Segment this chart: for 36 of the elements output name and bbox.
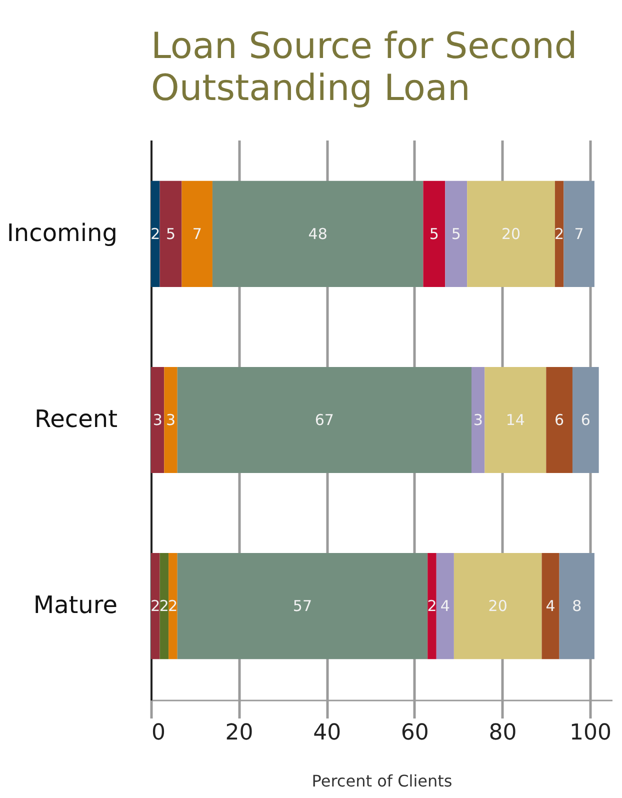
y-tick-label: Recent [34,405,118,433]
data-label: 2 [150,224,160,243]
data-label: 20 [501,224,521,243]
data-label: 6 [580,411,590,429]
y-tick-label: Incoming [6,218,118,247]
x-tick-label: 0 [152,720,166,746]
data-label: 7 [574,224,584,243]
data-label: 2 [427,597,437,616]
data-label: 14 [506,411,525,429]
data-label: 67 [314,411,334,429]
data-label: 3 [166,411,176,429]
data-label: 5 [429,224,439,243]
chart-title: Loan Source for Second Outstanding Loan [151,26,578,109]
x-axis-title: Percent of Clients [312,772,452,790]
data-label: 8 [572,597,582,616]
x-tick-label: 80 [488,720,517,746]
data-label: 3 [152,411,162,429]
data-label: 5 [166,224,176,243]
data-label: 7 [192,224,202,243]
data-label: 2 [150,597,160,616]
y-tick-label: Mature [33,591,118,620]
data-label: 4 [440,597,450,616]
x-tick-label: 100 [570,720,612,746]
data-label: 2 [554,224,564,243]
data-label: 48 [308,224,328,243]
data-label: 4 [546,597,556,616]
data-label: 20 [488,597,508,616]
data-label: 2 [168,597,178,616]
data-label: 5 [451,224,461,243]
x-tick-label: 60 [400,720,429,746]
x-tick-label: 20 [225,720,254,746]
x-tick-label: 40 [313,720,342,746]
data-label: 57 [292,597,312,616]
data-label: 3 [473,411,483,429]
data-label: 6 [554,411,564,429]
data-label: 2 [159,597,169,616]
